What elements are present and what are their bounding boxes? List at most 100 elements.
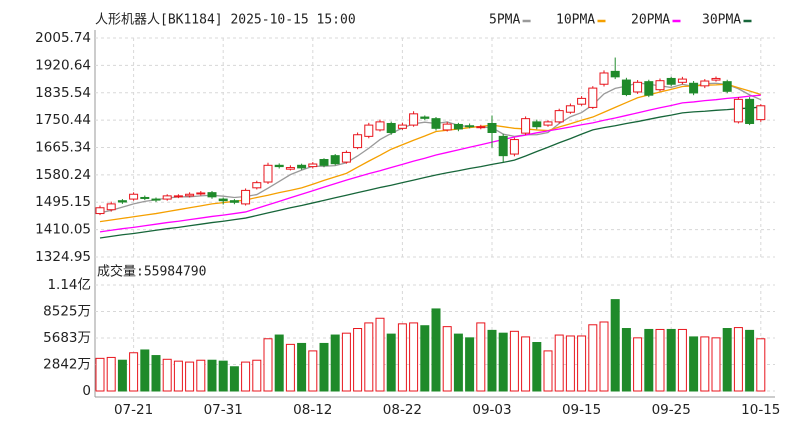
legend-label: 20PMA xyxy=(631,13,670,28)
candle-body xyxy=(140,196,150,199)
volume-bar xyxy=(610,299,620,392)
candle-body xyxy=(274,164,284,168)
candle-body xyxy=(95,207,105,215)
candle-body xyxy=(241,189,251,205)
volume-bar xyxy=(106,356,116,392)
candle-body xyxy=(442,123,452,131)
candle-body xyxy=(745,98,755,124)
candle-body xyxy=(319,159,329,166)
x-tick-label: 09-15 xyxy=(562,402,601,418)
volume-bar xyxy=(420,325,430,392)
candle-body xyxy=(554,110,564,123)
volume-bar xyxy=(95,357,105,392)
volume-bar xyxy=(655,328,665,392)
x-tick-label: 07-31 xyxy=(204,402,243,418)
volume-bar xyxy=(308,350,318,392)
volume-bar xyxy=(666,328,676,392)
volume-bar xyxy=(151,355,161,392)
candle-body xyxy=(263,164,273,183)
candle-body xyxy=(677,78,687,83)
candle-body xyxy=(509,139,519,155)
volume-bar xyxy=(700,336,710,392)
y-tick-label: 1410.05 xyxy=(35,222,91,238)
candle-body xyxy=(229,200,239,203)
volume-bar xyxy=(465,337,475,392)
x-tick-label: 08-22 xyxy=(383,402,422,418)
legend-label: 10PMA xyxy=(556,13,595,28)
volume-bar xyxy=(285,343,295,392)
volume-bar xyxy=(565,335,575,392)
candle-body xyxy=(577,97,587,105)
volume-bar xyxy=(129,352,139,392)
volume-bar xyxy=(644,328,654,392)
x-tick-label: 09-03 xyxy=(472,402,511,418)
y-tick-label: 0 xyxy=(82,383,91,399)
volume-bar xyxy=(554,334,564,392)
volume-bar xyxy=(621,328,631,392)
y-tick-label: 1920.64 xyxy=(35,57,91,73)
y-tick-label: 2005.74 xyxy=(35,30,91,46)
volume-bar xyxy=(386,333,396,392)
volume-bar xyxy=(397,323,407,392)
x-tick-label: 08-12 xyxy=(293,402,332,418)
volume-bar xyxy=(353,328,363,392)
volume-bar xyxy=(207,359,217,392)
candle-body xyxy=(476,126,486,129)
candle-body xyxy=(218,198,228,202)
volume-bar xyxy=(162,358,172,392)
volume-bar xyxy=(509,330,519,392)
candle-body xyxy=(498,135,508,157)
candle-body xyxy=(644,81,654,96)
candle-body xyxy=(386,122,396,133)
candle-body xyxy=(330,155,340,165)
volume-title: 成交量:55984790 xyxy=(97,264,206,280)
candle-body xyxy=(117,200,127,203)
candle-body xyxy=(341,151,351,163)
candle-body xyxy=(487,122,497,133)
candle-body xyxy=(297,164,307,169)
candle-body xyxy=(722,81,732,92)
candle-body xyxy=(588,87,598,108)
candle-body xyxy=(543,121,553,126)
y-tick-label: 1580.24 xyxy=(35,167,91,183)
candle-body xyxy=(364,124,374,137)
volume-bar xyxy=(364,322,374,392)
volume-bar xyxy=(252,359,262,392)
volume-bar xyxy=(476,322,486,392)
candle-body xyxy=(521,118,531,134)
volume-bar xyxy=(431,308,441,392)
volume-bar xyxy=(756,338,766,392)
volume-bar xyxy=(341,332,351,392)
candle-body xyxy=(173,195,183,198)
candle-body xyxy=(162,195,172,200)
ma-line xyxy=(99,94,761,233)
y-tick-label: 2842万 xyxy=(43,356,91,372)
volume-bar xyxy=(375,317,385,392)
volume-bar xyxy=(330,334,340,392)
volume-bar xyxy=(588,324,598,392)
x-tick-label: 07-21 xyxy=(114,402,153,418)
volume-bar xyxy=(577,335,587,392)
candle-body xyxy=(252,182,262,189)
volume-bar xyxy=(543,350,553,392)
candle-body xyxy=(453,123,463,130)
candle-body xyxy=(397,124,407,129)
candle-body xyxy=(207,192,217,198)
volume-bar xyxy=(633,337,643,392)
volume-bar xyxy=(711,337,721,392)
volume-bar xyxy=(173,360,183,392)
volume-bar xyxy=(689,336,699,392)
volume-bar xyxy=(498,332,508,392)
y-tick-label: 1.14亿 xyxy=(47,277,91,293)
candle-body xyxy=(151,198,161,201)
candle-body xyxy=(285,167,295,170)
x-tick-label: 10-15 xyxy=(741,402,780,418)
volume-bar xyxy=(487,329,497,392)
volume-bar xyxy=(521,336,531,392)
y-tick-label: 1324.95 xyxy=(35,249,91,265)
candle-body xyxy=(711,77,721,81)
legend-label: 30PMA xyxy=(702,13,741,28)
volume-bar xyxy=(218,360,228,392)
volume-bar xyxy=(532,342,542,392)
candle-body xyxy=(621,79,631,96)
